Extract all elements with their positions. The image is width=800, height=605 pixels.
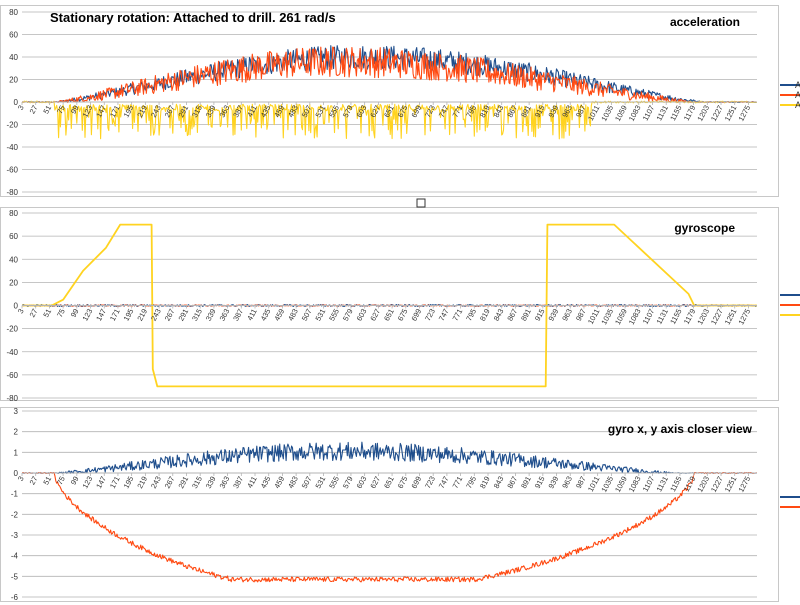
y-tick-label: 0	[14, 98, 19, 107]
y-tick-label: 3	[14, 407, 19, 416]
y-tick-label: 0	[14, 302, 19, 311]
y-tick-label: 60	[9, 31, 18, 40]
y-tick-label: -40	[6, 143, 18, 152]
series-line-2	[22, 223, 757, 388]
x-tick-label: 75	[55, 104, 67, 116]
y-tick-label: -1	[11, 490, 19, 499]
y-tick-label: -60	[6, 371, 18, 380]
x-tick-label: 99	[69, 475, 81, 487]
x-tick-label: 27	[28, 475, 40, 487]
y-tick-label: 60	[9, 232, 18, 241]
y-tick-label: -20	[6, 121, 18, 130]
y-tick-label: -3	[11, 531, 19, 540]
x-tick-label: 3	[16, 475, 26, 483]
y-tick-label: -40	[6, 348, 18, 357]
y-tick-label: -20	[6, 325, 18, 334]
y-tick-label: 80	[9, 8, 18, 17]
sheet-title: Stationary rotation: Attached to drill. …	[50, 10, 336, 25]
x-tick-label: 51	[41, 307, 53, 319]
x-tick-label: 75	[55, 475, 67, 487]
x-tick-label: 3	[16, 104, 26, 112]
chart-title: gyroscope	[674, 221, 735, 235]
series-line-1	[22, 46, 757, 104]
legend-label: A	[795, 90, 800, 100]
panel-frame-closer-view	[0, 407, 779, 602]
x-tick-label: 99	[69, 104, 81, 116]
series-line-0	[22, 441, 757, 474]
x-tick-label: 99	[69, 307, 81, 319]
y-tick-label: 20	[9, 76, 18, 85]
y-tick-label: -4	[11, 552, 19, 561]
legend-label: A	[795, 100, 800, 110]
selection-handle[interactable]	[416, 198, 426, 208]
y-tick-label: 40	[9, 53, 18, 62]
y-tick-label: -80	[6, 188, 18, 197]
y-tick-label: -2	[11, 510, 19, 519]
y-tick-label: -80	[6, 394, 18, 403]
x-tick-label: 51	[41, 475, 53, 487]
series-line-1	[22, 471, 757, 583]
y-tick-label: -5	[11, 572, 19, 581]
panel-frame-gyroscope	[0, 207, 779, 401]
y-tick-label: 2	[14, 428, 19, 437]
chart-title: gyro x, y axis closer view	[608, 422, 753, 436]
legend-label: A	[795, 80, 800, 90]
x-tick-label: 27	[28, 104, 40, 116]
x-tick-label: 27	[28, 307, 40, 319]
chart-title: acceleration	[670, 15, 740, 29]
x-tick-label: 51	[41, 104, 53, 116]
y-tick-label: -60	[6, 166, 18, 175]
x-tick-label: 75	[55, 307, 67, 319]
y-tick-label: 20	[9, 278, 18, 287]
y-tick-label: 1	[14, 448, 19, 457]
y-tick-label: -6	[11, 593, 19, 602]
y-tick-label: 40	[9, 255, 18, 264]
y-tick-label: 80	[9, 209, 18, 218]
y-tick-label: 0	[14, 469, 19, 478]
x-tick-label: 3	[16, 307, 26, 315]
